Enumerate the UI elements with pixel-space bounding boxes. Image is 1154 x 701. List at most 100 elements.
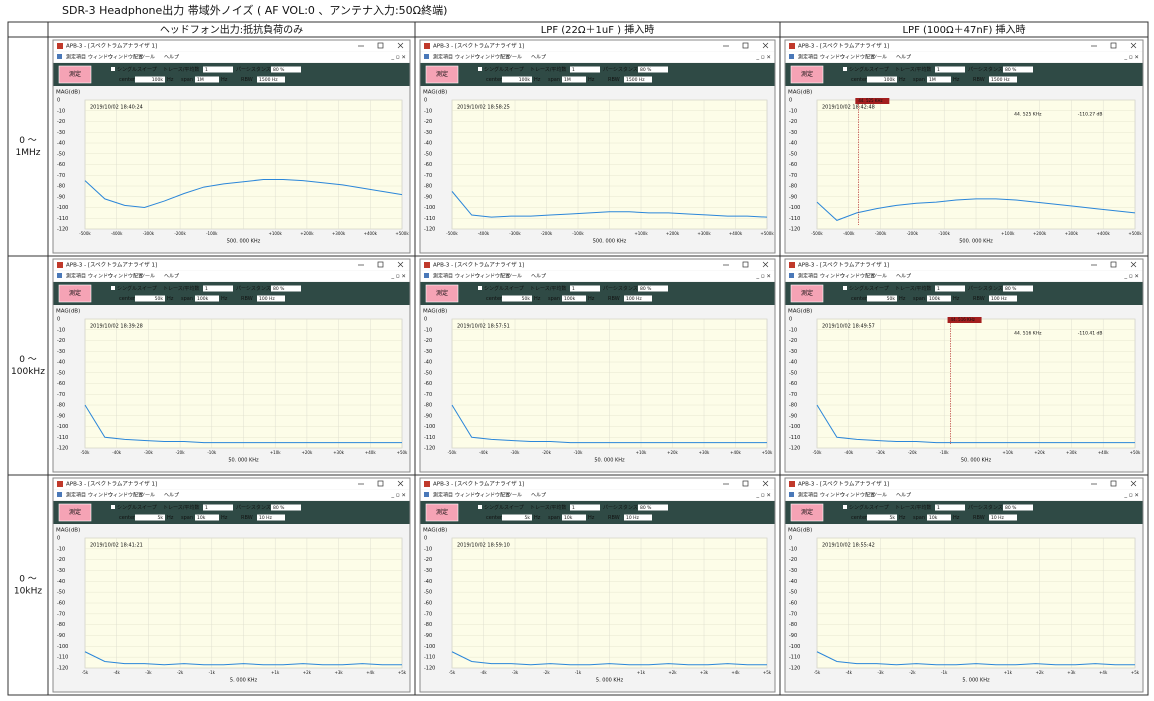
toolbar	[420, 63, 775, 86]
x-tick-label: -3k	[877, 670, 884, 675]
measure-button-label: 測定	[69, 70, 81, 78]
y-tick-label: -90	[57, 413, 65, 419]
window-title: APB-3 - [スペクトラムアナライザ 1]	[433, 43, 524, 50]
menubar	[785, 52, 1143, 62]
dropdown	[570, 504, 600, 511]
persistence-label: パーシスタンス	[968, 504, 1003, 511]
y-tick-label: -110	[424, 655, 435, 661]
marker-level: -110.41 dB	[1078, 331, 1103, 337]
y-axis-label: MAG(dB)	[56, 309, 80, 315]
hz-unit: Hz	[534, 77, 541, 83]
menu-item: ツール	[140, 493, 155, 499]
span-value: 1M	[197, 77, 204, 83]
dropdown	[195, 295, 219, 302]
hz-unit: Hz	[953, 296, 960, 302]
x-tick-label: -4k	[480, 670, 487, 675]
y-tick-label: -80	[424, 403, 432, 409]
y-tick-label: 0	[789, 317, 792, 323]
mdi-controls: _ ▫ ×	[390, 493, 406, 499]
y-tick-label: -100	[57, 205, 68, 211]
hz-unit: Hz	[167, 515, 174, 521]
x-tick-label: -30k	[876, 450, 886, 455]
x-tick-label: +3k	[1067, 670, 1076, 675]
y-tick-label: -10	[789, 108, 797, 114]
marker-flag-label: 44. 516 KHz	[951, 317, 975, 322]
titlebar	[53, 478, 410, 490]
checkbox	[478, 67, 482, 71]
dropdown	[638, 66, 668, 73]
x-tick-label: +400k	[729, 231, 743, 236]
y-tick-label: -90	[424, 633, 432, 639]
input	[867, 295, 897, 302]
menu-item: ヘルプ	[896, 55, 911, 61]
rbw-label: RBW	[973, 77, 985, 83]
dropdown	[927, 295, 951, 302]
close-icon	[397, 261, 404, 268]
mdi-controls: _ ▫ ×	[755, 493, 771, 499]
x-tick-label: +20k	[302, 450, 313, 455]
x-tick-label: +10k	[270, 450, 281, 455]
app-icon	[57, 262, 63, 268]
menu-item: ヘルプ	[896, 493, 911, 499]
row-label: 0 ～	[19, 575, 37, 585]
close-icon	[1130, 42, 1137, 49]
spectrum-trace	[84, 404, 402, 444]
menu-item: ウィンドウ	[820, 492, 845, 499]
timestamp: 2019/10/02 18:58:25	[457, 105, 510, 111]
checkbox	[843, 67, 847, 71]
window-title: APB-3 - [スペクトラムアナライザ 1]	[433, 262, 524, 269]
measure-button-label: 測定	[436, 70, 448, 78]
y-tick-label: -120	[424, 227, 435, 233]
measure-button	[58, 503, 92, 522]
hz-unit: Hz	[221, 77, 228, 83]
rbw-label: RBW	[241, 296, 253, 302]
x-tick-label: -1k	[575, 670, 582, 675]
x-tick-label: -100k	[206, 231, 218, 236]
dropdown	[271, 504, 301, 511]
menubar	[53, 52, 410, 62]
input	[867, 514, 897, 521]
menu-item: 測定項目	[433, 492, 453, 499]
y-tick-label: -110	[789, 435, 800, 441]
x-tick-label: -50k	[81, 450, 91, 455]
x-tick-label: +50k	[397, 450, 408, 455]
checkbox	[843, 505, 847, 509]
y-tick-label: -40	[789, 141, 797, 147]
trace-avg-label: トレース/平均数	[530, 504, 566, 511]
x-tick-label: +1k	[1004, 670, 1013, 675]
x-tick-label: -100k	[572, 231, 584, 236]
rbw-value: 10 Hz	[991, 515, 1005, 521]
y-tick-label: -40	[789, 579, 797, 585]
spectrum-trace	[816, 404, 1135, 444]
single-sweep: シングルスイープ	[484, 66, 524, 73]
y-tick-label: -110	[424, 216, 435, 222]
menubar	[420, 271, 775, 281]
y-tick-label: -10	[424, 108, 432, 114]
maximize-icon	[742, 42, 749, 49]
toolbar	[785, 501, 1143, 524]
dropdown	[271, 285, 301, 292]
dropdown	[624, 76, 652, 83]
menu-item: ウィンドウ	[455, 492, 480, 499]
input	[502, 295, 532, 302]
dropdown	[927, 514, 951, 521]
y-tick-label: -50	[424, 151, 432, 157]
y-axis-label: MAG(dB)	[788, 528, 812, 534]
dropdown	[1003, 285, 1033, 292]
menu-item: ウィンドウ	[88, 54, 113, 61]
input	[867, 76, 897, 83]
y-tick-label: -20	[789, 338, 797, 344]
hz-unit: Hz	[534, 515, 541, 521]
menubar	[420, 490, 775, 500]
y-tick-label: 0	[789, 98, 792, 104]
spectrum-trace	[816, 651, 1135, 666]
toolbar	[53, 282, 410, 305]
menu-item: ウィンドウ配置	[475, 54, 510, 61]
x-tick-label: -500k	[79, 231, 91, 236]
close-icon	[762, 480, 769, 487]
span-value: 1M	[564, 77, 571, 83]
dropdown	[624, 295, 652, 302]
y-tick-label: -100	[789, 424, 800, 430]
titlebar	[785, 259, 1143, 271]
single-sweep: シングルスイープ	[484, 504, 524, 511]
